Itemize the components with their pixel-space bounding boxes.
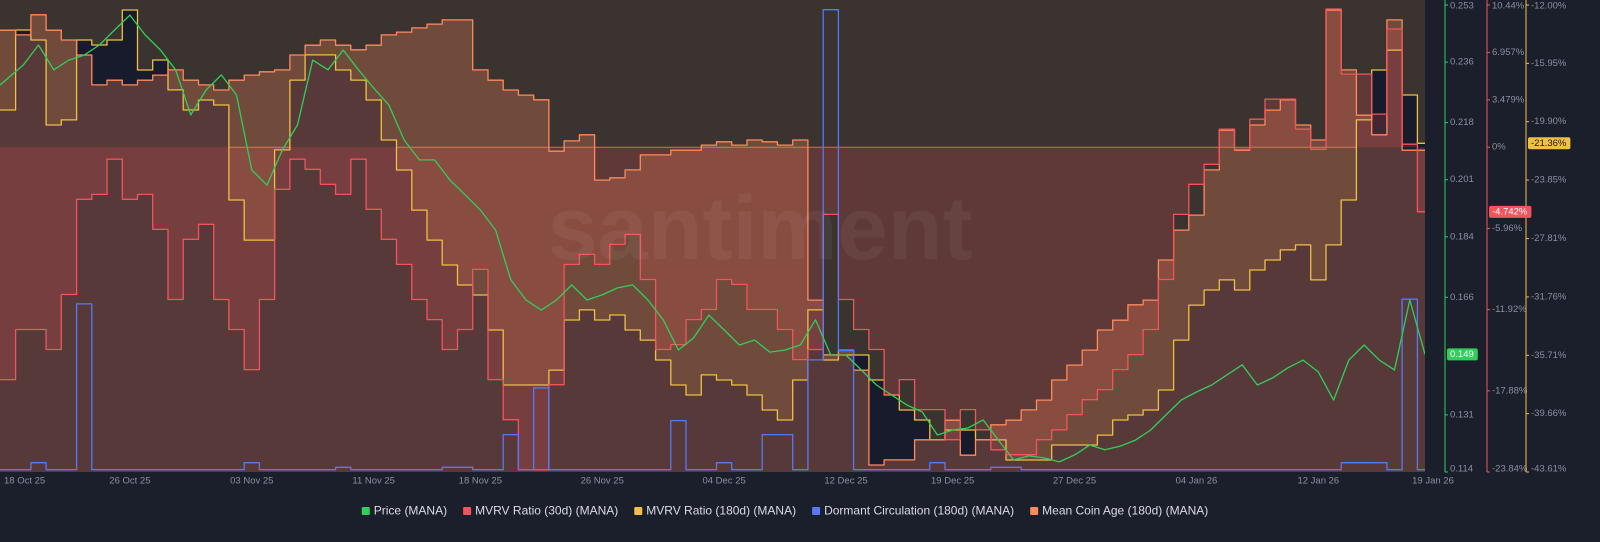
y-tick-label: 0.114	[1450, 464, 1473, 475]
legend-label: Mean Coin Age (180d) (MANA)	[1042, 504, 1208, 518]
y-tick-label: -19.90%	[1531, 116, 1567, 127]
plot-area	[0, 8, 1425, 472]
watermark: santiment	[547, 179, 972, 279]
x-tick-label: 12 Dec 25	[824, 476, 867, 487]
x-tick-label: 03 Nov 25	[230, 476, 273, 487]
value-badge	[1489, 205, 1532, 218]
y-tick-label: 10.44%	[1492, 1, 1525, 12]
legend-item: Price (MANA)	[361, 504, 447, 518]
series-line	[0, 14, 1425, 463]
y-tick-label: -39.66%	[1531, 408, 1567, 419]
legend-label: MVRV Ratio (180d) (MANA)	[646, 504, 796, 518]
x-tick-label: 19 Dec 25	[931, 476, 974, 487]
legend-item: Mean Coin Age (180d) (MANA)	[1030, 504, 1208, 518]
value-badge-label: 0.149	[1450, 349, 1474, 360]
y-tick-label: -11.92%	[1492, 304, 1527, 315]
y-tick-label: 3.479%	[1492, 94, 1525, 105]
x-tick-label: 18 Nov 25	[459, 476, 502, 487]
x-tick-label: 26 Nov 25	[581, 476, 624, 487]
x-tick-label: 18 Oct 25	[4, 476, 45, 487]
x-tick-label: 27 Dec 25	[1053, 476, 1096, 487]
legend: Price (MANA) MVRV Ratio (30d) (MANA) MVRV …	[361, 504, 1208, 518]
value-badge	[1528, 137, 1571, 150]
axes: 18 Oct 25 26 Oct 25 03 Nov 25 11 Nov 25 18 N…	[4, 0, 1571, 487]
x-tick-label: 04 Dec 25	[702, 476, 745, 487]
legend-swatch	[463, 507, 472, 515]
legend-label: MVRV Ratio (30d) (MANA)	[475, 504, 618, 518]
area	[0, 10, 1425, 472]
value-badge-label: -21.36%	[1531, 138, 1567, 149]
series-line	[0, 8, 1425, 471]
x-tick-label: 26 Oct 25	[109, 476, 150, 487]
y-tick-label: -15.95%	[1531, 58, 1567, 69]
y-tick-label: 6.957%	[1492, 47, 1525, 58]
series-line	[0, 9, 1425, 466]
series-line	[0, 9, 1425, 461]
area	[0, 9, 1425, 470]
area	[0, 10, 1425, 472]
y-tick-label: 0.184	[1450, 231, 1474, 242]
y-tick-label: -27.81%	[1531, 233, 1567, 244]
legend-item: MVRV Ratio (30d) (MANA)	[463, 504, 618, 518]
y-tick-label: -23.84%	[1492, 464, 1528, 475]
y-tick-label: -12.00%	[1531, 1, 1567, 12]
legend-swatch	[812, 507, 821, 515]
value-badge-label: -4.742%	[1492, 206, 1528, 217]
y-tick-label: -17.88%	[1492, 385, 1528, 396]
x-tick-label: 11 Nov 25	[352, 476, 395, 487]
y-tick-label: 0.253	[1450, 1, 1474, 12]
legend-label: Price (MANA)	[374, 504, 447, 518]
legend-item: Dormant Circulation (180d) (MANA)	[812, 504, 1014, 518]
y-tick-label: -23.85%	[1531, 175, 1567, 186]
value-badge	[1447, 348, 1478, 361]
legend-swatch	[1030, 507, 1039, 515]
y-tick-label: 0.131	[1450, 409, 1474, 420]
y-tick-label: 0.166	[1450, 292, 1474, 303]
y-tick-label: 0%	[1492, 142, 1506, 153]
legend-swatch	[634, 507, 643, 515]
y-tick-label: 0.218	[1450, 117, 1474, 128]
legend-swatch	[361, 507, 370, 515]
x-tick-label: 12 Jan 26	[1297, 476, 1339, 487]
series-line	[0, 9, 1425, 471]
y-tick-label: -5.96%	[1492, 223, 1523, 234]
x-tick-label: 04 Jan 26	[1176, 476, 1218, 487]
y-tick-label: -35.71%	[1531, 350, 1567, 361]
x-tick-label: 19 Jan 26	[1412, 476, 1454, 487]
y-tick-label: 0.236	[1450, 57, 1474, 68]
y-tick-label: 0.201	[1450, 174, 1474, 185]
legend-item: MVRV Ratio (180d) (MANA)	[634, 504, 796, 518]
y-tick-label: -43.61%	[1531, 464, 1567, 475]
legend-label: Dormant Circulation (180d) (MANA)	[824, 504, 1014, 518]
y-tick-label: -31.76%	[1531, 291, 1567, 302]
